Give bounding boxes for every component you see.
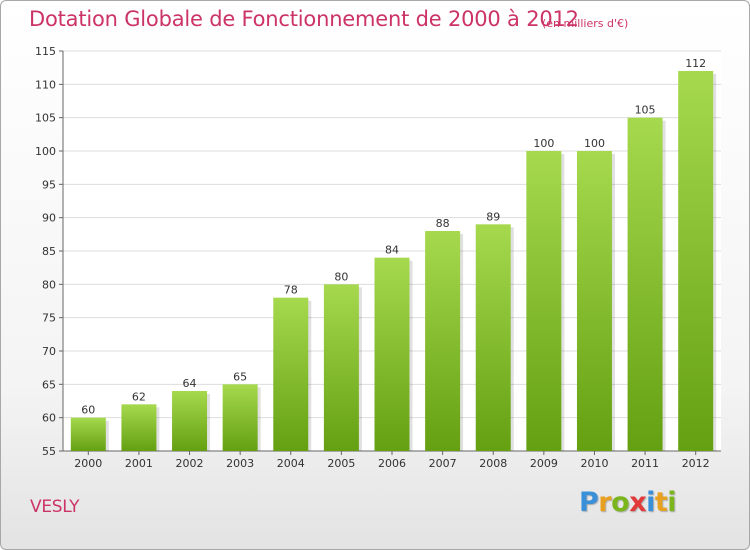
bar-value-label: 112 xyxy=(685,57,706,70)
logo-letter: o xyxy=(611,487,630,518)
y-tick-label: 95 xyxy=(42,178,56,191)
x-tick-label: 2006 xyxy=(378,457,406,470)
x-tick-label: 2002 xyxy=(176,457,204,470)
y-tick-label: 55 xyxy=(42,445,56,458)
x-tick-label: 2005 xyxy=(327,457,355,470)
bar xyxy=(70,417,106,451)
y-tick-label: 65 xyxy=(42,378,56,391)
y-tick-label: 85 xyxy=(42,245,56,258)
logo-letter: t xyxy=(654,487,668,518)
bar xyxy=(678,71,714,451)
commune-name: VESLY xyxy=(30,497,80,517)
logo-letter: i xyxy=(646,487,655,518)
bar xyxy=(323,284,359,451)
bar-value-label: 105 xyxy=(635,104,656,117)
y-tick-label: 70 xyxy=(42,345,56,358)
x-tick-label: 2008 xyxy=(479,457,507,470)
y-tick-label: 90 xyxy=(42,212,56,225)
bar xyxy=(172,391,208,451)
y-tick-label: 105 xyxy=(35,112,56,125)
logo-letter: r xyxy=(598,487,612,518)
x-tick-label: 2004 xyxy=(277,457,305,470)
bar-value-label: 84 xyxy=(385,244,399,257)
bar-value-label: 100 xyxy=(533,137,554,150)
bar-value-label: 100 xyxy=(584,137,605,150)
x-tick-label: 2011 xyxy=(631,457,659,470)
bar xyxy=(526,151,562,451)
x-tick-label: 2010 xyxy=(580,457,608,470)
bar-value-label: 65 xyxy=(233,370,247,383)
logo-letter: i xyxy=(667,487,677,518)
x-tick-label: 2009 xyxy=(530,457,558,470)
bar xyxy=(121,404,157,451)
y-tick-label: 75 xyxy=(42,312,56,325)
bar xyxy=(627,117,663,452)
x-tick-label: 2007 xyxy=(429,457,457,470)
bar-value-label: 88 xyxy=(436,217,450,230)
x-tick-label: 2000 xyxy=(74,457,102,470)
y-tick-label: 60 xyxy=(42,412,56,425)
bar-value-label: 89 xyxy=(486,210,500,223)
y-tick-label: 110 xyxy=(35,78,56,91)
bar-value-label: 80 xyxy=(334,270,348,283)
bar xyxy=(576,151,612,451)
x-tick-label: 2003 xyxy=(226,457,254,470)
proxiti-logo: Proxiti xyxy=(579,487,677,518)
bar-value-label: 62 xyxy=(132,390,146,403)
logo-letter: P xyxy=(579,487,599,518)
chart-subtitle: (en milliers d'€) xyxy=(542,17,629,30)
chart-title: Dotation Globale de Fonctionnement de 20… xyxy=(29,7,579,31)
bar xyxy=(374,257,410,451)
y-tick-label: 115 xyxy=(35,45,56,58)
y-tick-label: 100 xyxy=(35,145,56,158)
logo-letter: x xyxy=(629,487,647,518)
bar xyxy=(425,231,461,451)
bar xyxy=(273,297,309,451)
bar xyxy=(475,224,511,451)
bar xyxy=(222,384,258,451)
bar-value-label: 64 xyxy=(183,377,197,390)
bar-value-label: 60 xyxy=(81,404,95,417)
x-tick-label: 2001 xyxy=(125,457,153,470)
y-tick-label: 80 xyxy=(42,278,56,291)
bar-value-label: 78 xyxy=(284,284,298,297)
x-tick-label: 2012 xyxy=(682,457,710,470)
